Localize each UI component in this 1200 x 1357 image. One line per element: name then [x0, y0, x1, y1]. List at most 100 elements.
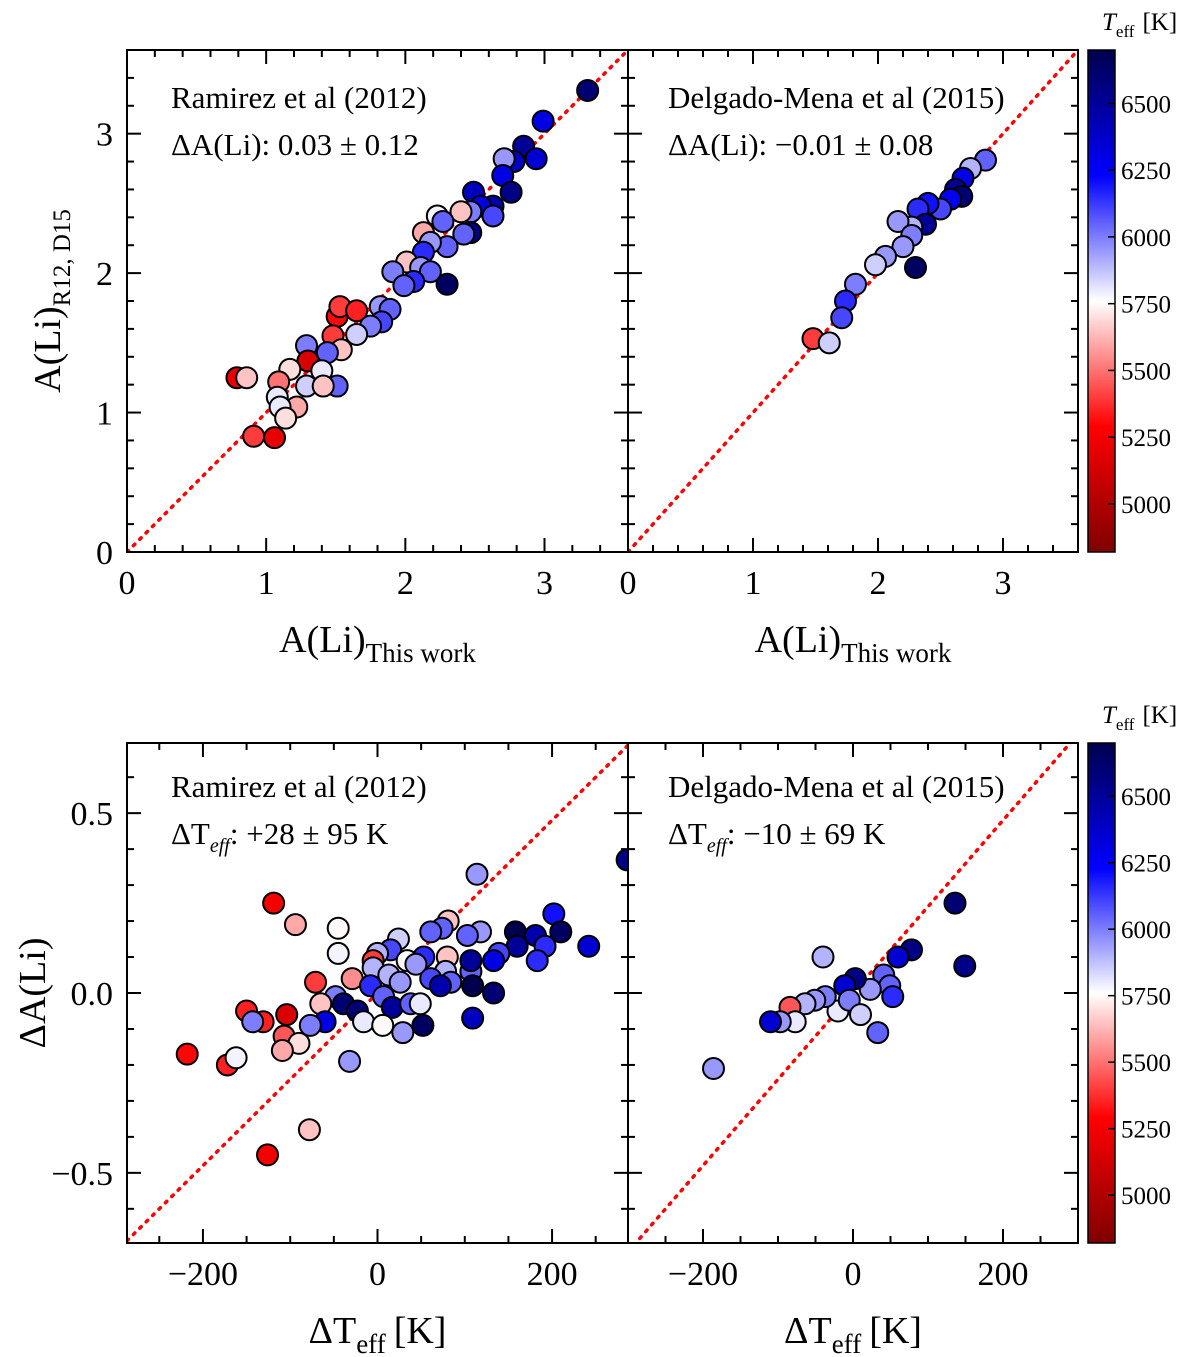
stat-label: ΔT — [171, 816, 210, 851]
x-tick-label: 0 — [620, 565, 637, 602]
panel-bottom-right: −200 0 200 Delgado-Mena et al (2015) ΔTeff: … — [627, 742, 1079, 1357]
data-point — [270, 1039, 294, 1063]
plot-area — [127, 50, 628, 552]
y-tick-label: 2 — [96, 256, 113, 293]
data-point — [345, 322, 369, 346]
data-point — [702, 1057, 725, 1081]
y-axis-label-main: ΔA(Li) — [12, 938, 54, 1049]
data-point — [524, 147, 548, 171]
x-axis-label-sub: This work — [841, 638, 952, 668]
x-tick-label: 2 — [397, 565, 414, 602]
offset-statistic: ΔA(Li): 0.03 ± 0.12 — [171, 127, 419, 162]
stat-value: 0.03 ± 0.12 — [278, 127, 419, 162]
colorbar-tick-label: 5750 — [1121, 292, 1171, 319]
y-axis-label: ΔA(Li) — [12, 938, 54, 1049]
data-point — [224, 1046, 248, 1070]
data-point — [455, 923, 479, 947]
y-axis-label-sub: R12, D15 — [49, 209, 76, 306]
colorbar-tick-label: 5500 — [1121, 1050, 1171, 1077]
data-point — [881, 985, 905, 1009]
stat-value: −0.01 ± 0.08 — [775, 127, 934, 162]
offset-statistic: ΔTeff: −10 ± 69 K — [668, 816, 886, 857]
colorbar-label-main: T — [1102, 702, 1118, 729]
data-point — [452, 222, 476, 246]
colorbar-tick-label: 6500 — [1121, 784, 1171, 811]
x-tick-label: −200 — [668, 1256, 738, 1293]
data-point — [461, 974, 485, 998]
data-point — [275, 1003, 299, 1027]
y-axis-label: A(Li)R12, D15 — [27, 209, 76, 393]
data-point — [391, 1021, 415, 1045]
panel-bottom-left: −200 0 200 −0.5 0.0 0.5 Ramirez et al (2012) ΔT… — [12, 742, 629, 1357]
y-tick-label: 0 — [96, 535, 113, 572]
data-point — [759, 1010, 782, 1034]
x-axis-label-sub: eff — [356, 1329, 385, 1357]
data-point — [283, 913, 307, 937]
data-point — [482, 981, 506, 1005]
data-point — [235, 366, 259, 390]
data-point — [577, 934, 601, 958]
x-tick-label: 0 — [369, 1256, 386, 1293]
x-axis-label: A(Li)This work — [755, 619, 952, 668]
data-point — [298, 1013, 322, 1037]
x-tick-label: 200 — [527, 1256, 578, 1293]
x-axis-label: ΔTeff [K] — [309, 1310, 447, 1357]
colorbar-scale — [1087, 742, 1116, 1244]
data-point — [419, 920, 443, 944]
colorbar-label-sub: eff — [1116, 22, 1135, 41]
stat-label: ΔA(Li): — [668, 127, 775, 162]
colorbar-scale — [1087, 49, 1116, 553]
data-point — [482, 949, 506, 973]
data-point — [576, 78, 600, 102]
stat-label-colon: : — [727, 816, 743, 851]
data-point — [849, 1003, 872, 1027]
data-point — [866, 1021, 890, 1045]
x-tick-label: 3 — [536, 565, 553, 602]
data-point — [431, 210, 455, 234]
y-tick-label: 0.0 — [71, 976, 114, 1013]
data-point — [904, 256, 927, 280]
colorbar-label: Teff [K] — [1102, 702, 1177, 734]
colorbar-top: 5000 5250 5500 5750 6000 6250 6500 Teff [K] — [1087, 9, 1177, 553]
y-tick-label: 0.5 — [71, 796, 114, 833]
offset-statistic: ΔTeff: +28 ± 95 K — [171, 816, 389, 857]
colorbar-tick-label: 5250 — [1121, 1117, 1171, 1144]
x-tick-label: 1 — [258, 565, 275, 602]
stat-label: ΔT — [668, 816, 707, 851]
data-point — [326, 916, 350, 940]
x-axis-label-unit: [K] — [394, 1310, 447, 1352]
y-axis-label-main: A(Li) — [27, 306, 69, 393]
x-axis-label-sub: This work — [366, 638, 477, 668]
x-axis-label-main: ΔT — [784, 1310, 832, 1352]
data-point — [461, 1006, 485, 1030]
data-point — [428, 974, 452, 998]
data-point — [449, 200, 473, 224]
data-point — [811, 945, 835, 969]
data-point — [297, 1118, 321, 1142]
data-point — [891, 235, 915, 259]
stat-value: +28 ± 95 K — [246, 816, 389, 851]
colorbar-tick-label: 5250 — [1121, 425, 1171, 452]
colorbar-label: Teff [K] — [1102, 9, 1177, 41]
stat-label-colon: : — [230, 816, 246, 851]
data-point — [943, 891, 967, 915]
data-point — [953, 954, 977, 978]
data-point — [338, 1049, 362, 1073]
data-point — [435, 272, 459, 296]
colorbar-tick-label: 6250 — [1121, 851, 1171, 878]
data-point — [311, 374, 335, 398]
data-point — [886, 945, 910, 969]
data-point — [392, 274, 416, 298]
colorbar-label-sub: eff — [1116, 715, 1135, 734]
plot-area — [127, 743, 628, 1243]
x-tick-label: 3 — [995, 565, 1012, 602]
colorbar-label-unit: [K] — [1142, 702, 1177, 729]
data-point — [175, 1042, 199, 1066]
x-axis-label-main: A(Li) — [755, 619, 842, 661]
data-point — [404, 952, 428, 976]
data-point — [241, 1010, 265, 1034]
colorbar-tick-label: 6250 — [1121, 158, 1171, 185]
data-point — [549, 920, 573, 944]
x-axis-label-sub: eff — [832, 1329, 861, 1357]
colorbar-label-unit: [K] — [1142, 9, 1177, 36]
